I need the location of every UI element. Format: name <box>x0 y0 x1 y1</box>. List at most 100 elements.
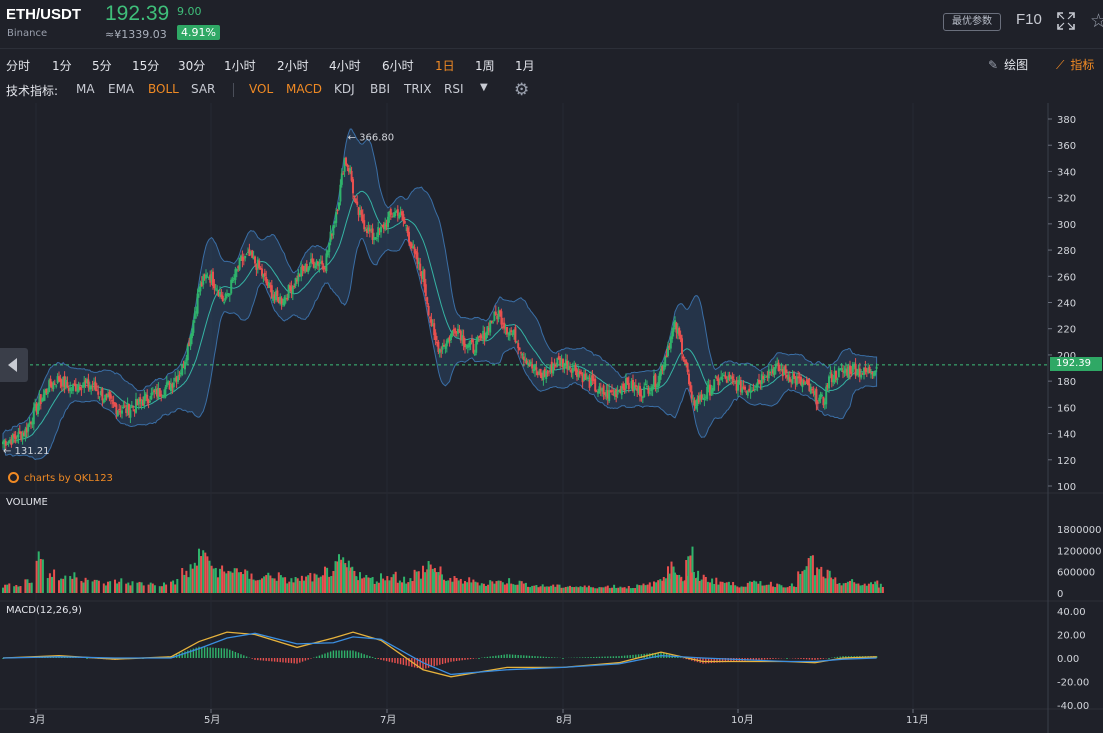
candle-body <box>571 367 574 373</box>
candle-body <box>255 264 258 270</box>
candle-body <box>405 225 408 227</box>
collapse-panel-tab[interactable] <box>0 348 28 382</box>
period-1d[interactable]: 1日 <box>435 59 455 73</box>
candle-body <box>857 369 860 375</box>
macd-histogram-bar <box>349 650 351 658</box>
candle-body <box>402 213 405 221</box>
period-1m[interactable]: 1月 <box>515 59 535 73</box>
volume-bar <box>472 579 475 593</box>
macd-histogram-bar <box>705 658 707 664</box>
price-tick-label: 100 <box>1057 482 1076 493</box>
favorite-star-icon[interactable]: ☆ <box>1090 10 1103 32</box>
best-params-button[interactable]: 最优参数 <box>943 13 1001 31</box>
more-indicators-dropdown-icon[interactable]: ▼ <box>480 82 488 93</box>
candle-body <box>254 256 256 264</box>
candlestick-chart[interactable]: ← 366.80 ← 131.21 380 360 340 320 300 280 260 240… <box>0 103 1103 733</box>
x-tick-label: 10月 <box>731 714 754 726</box>
volume-bar <box>648 582 651 593</box>
candle-body <box>363 220 366 230</box>
fullscreen-icon[interactable] <box>1057 12 1075 30</box>
volume-bar <box>564 586 567 593</box>
gear-icon[interactable]: ⚙ <box>514 80 530 100</box>
candle-body <box>521 354 524 356</box>
volume-bar <box>533 585 536 593</box>
chart-canvas[interactable]: ← 366.80 ← 131.21 380 360 340 320 300 280 260 240… <box>0 103 1103 733</box>
indicator-boll[interactable]: BOLL <box>148 82 179 96</box>
candle-body <box>832 379 835 383</box>
volume-bar <box>598 587 601 593</box>
indicator-trix[interactable]: TRIX <box>404 82 432 96</box>
period-5min[interactable]: 5分 <box>92 59 112 73</box>
candle-body <box>702 397 704 400</box>
volume-bar <box>822 576 825 593</box>
candle-body <box>2 441 4 445</box>
indicator-rsi[interactable]: RSI <box>444 82 464 96</box>
indicator-ema[interactable]: EMA <box>108 82 135 96</box>
symbol-title[interactable]: ETH/USDT <box>6 6 81 23</box>
candle-body <box>318 262 321 267</box>
candle-body <box>682 356 685 359</box>
period-6h[interactable]: 6小时 <box>382 59 414 73</box>
macd-histogram-bar <box>500 654 503 658</box>
candle-body <box>231 279 234 282</box>
candle-body <box>604 392 606 395</box>
period-1h[interactable]: 1小时 <box>224 59 256 73</box>
draw-tool-button[interactable]: ✎ 绘图 <box>988 56 1028 73</box>
macd-histogram-bar <box>713 658 715 663</box>
candle-body <box>128 404 130 416</box>
indicator-macd[interactable]: MACD <box>286 82 322 96</box>
indicator-kdj[interactable]: KDJ <box>334 82 355 96</box>
candle-body <box>448 336 451 341</box>
volume-bar <box>271 578 274 593</box>
candle-body <box>727 376 730 381</box>
candle-body <box>704 396 707 398</box>
macd-histogram-bar <box>590 657 592 658</box>
volume-bar <box>655 582 658 593</box>
indicator-vol[interactable]: VOL <box>249 82 274 96</box>
candle-body <box>711 387 714 392</box>
period-1w[interactable]: 1周 <box>475 59 495 73</box>
volume-bar <box>367 577 370 593</box>
f10-button[interactable]: F10 <box>1016 11 1042 28</box>
candle-body <box>443 344 445 347</box>
volume-bar <box>625 588 628 593</box>
volume-bar <box>704 576 707 593</box>
macd-histogram-bar <box>315 656 318 658</box>
volume-bar <box>786 587 789 593</box>
volume-bar <box>269 575 272 593</box>
macd-histogram-bar <box>632 654 634 658</box>
candle-body <box>647 388 650 394</box>
period-4h[interactable]: 4小时 <box>329 59 361 73</box>
indicator-sar[interactable]: SAR <box>191 82 216 96</box>
candle-body <box>539 368 542 377</box>
candle-body <box>863 367 865 376</box>
volume-bar <box>826 569 829 593</box>
period-15min[interactable]: 15分 <box>132 59 160 73</box>
candle-body <box>503 322 506 329</box>
candle-body <box>791 375 794 384</box>
candle-body <box>669 337 672 349</box>
volume-bar <box>811 555 814 593</box>
indicator-ma[interactable]: MA <box>76 82 95 96</box>
volume-bar <box>807 558 810 593</box>
period-1min[interactable]: 1分 <box>52 59 72 73</box>
period-30min[interactable]: 30分 <box>178 59 206 73</box>
candle-body <box>549 364 552 373</box>
period-fenshi[interactable]: 分时 <box>6 59 31 73</box>
volume-bar <box>250 573 253 593</box>
volume-bar <box>818 569 821 593</box>
volume-bar <box>95 579 98 593</box>
macd-histogram-bar <box>439 658 441 665</box>
volume-bar <box>219 568 221 593</box>
candle-body <box>336 209 339 211</box>
indicator-bbi[interactable]: BBI <box>370 82 391 96</box>
volume-bar <box>431 568 434 593</box>
candle-body <box>825 386 828 405</box>
price-tick-label: 360 <box>1057 141 1076 152</box>
volume-bar <box>824 578 827 593</box>
candle-body <box>70 389 73 391</box>
indicator-button[interactable]: ⟋ 指标 <box>1056 56 1094 73</box>
period-2h[interactable]: 2小时 <box>277 59 309 73</box>
volume-bar <box>740 586 743 593</box>
candle-body <box>515 341 518 343</box>
